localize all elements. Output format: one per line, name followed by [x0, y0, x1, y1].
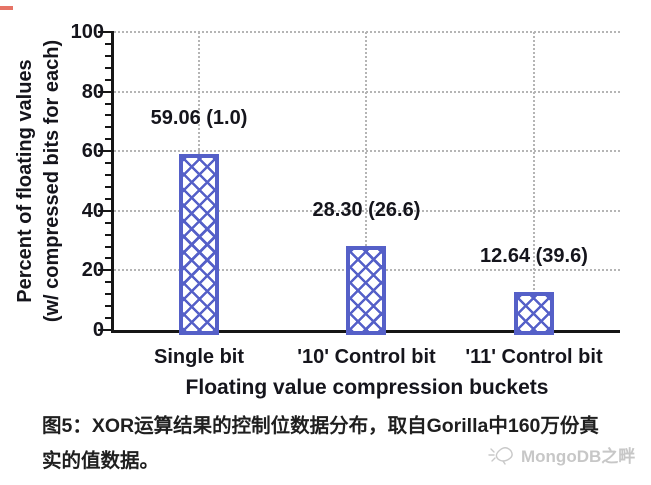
- y-tick-label-100: 100: [70, 21, 104, 43]
- x-tick-label-1: Single bit: [154, 346, 245, 368]
- x-tick-label-2: '10' Control bit: [297, 346, 436, 368]
- y-tick-label-60: 60: [81, 140, 104, 163]
- plot-area: Floating value compression buckets 0 20 40…: [71, 21, 620, 399]
- category-gridline-3: [532, 32, 535, 330]
- bar-value-label-3: 12.64 (39.6): [480, 245, 588, 268]
- y-minor-tick: [105, 221, 114, 224]
- bar-3: [513, 292, 554, 335]
- y-minor-tick: [105, 114, 114, 117]
- y-tick-label-80: 80: [81, 80, 104, 103]
- y-minor-tick: [105, 126, 114, 129]
- y-minor-tick: [105, 185, 114, 188]
- y-tick-label-40: 40: [81, 199, 104, 222]
- y-minor-tick: [105, 257, 114, 260]
- y-minor-tick: [105, 54, 114, 57]
- red-artifact-mark: [0, 6, 13, 10]
- y-minor-tick: [105, 233, 114, 236]
- y-minor-tick: [105, 197, 114, 200]
- watermark: MongoDB之畔: [487, 442, 635, 467]
- bar-value-label-1: 59.06 (1.0): [150, 107, 248, 129]
- y-minor-tick: [105, 174, 114, 177]
- category-gridline-2: [365, 32, 368, 330]
- bar-1: [179, 154, 219, 335]
- y-minor-tick: [105, 281, 114, 284]
- y-major-tick-0: [98, 329, 114, 331]
- y-minor-tick: [105, 42, 114, 45]
- y-major-tick-60: [98, 150, 114, 153]
- y-major-tick-100: [98, 31, 114, 33]
- caption-line1: 图5：XOR运算结果的控制位数据分布，取自Gorilla中160万份真: [42, 415, 599, 437]
- x-tick-label-3: '11' Control bit: [465, 346, 603, 368]
- watermark-text: MongoDB之畔: [521, 447, 636, 466]
- y-minor-tick: [105, 305, 114, 308]
- caption-line2: 实的值数据。: [42, 450, 160, 472]
- y-major-tick-80: [98, 90, 114, 93]
- figure-caption: 图5：XOR运算结果的控制位数据分布，取自Gorilla中160万份真 实的值数…: [42, 409, 643, 479]
- y-axis-title: Percent of floating values (w/ compresse…: [12, 1, 68, 361]
- y-minor-tick: [105, 317, 114, 320]
- y-tick-label-20: 20: [81, 259, 104, 282]
- y-minor-tick: [105, 138, 114, 141]
- bar-2: [346, 245, 387, 335]
- x-axis-title: Floating value compression buckets: [185, 376, 549, 399]
- y-minor-tick: [105, 78, 114, 81]
- y-axis-title-line2: (w/ compressed bits for each): [41, 39, 63, 323]
- watermark-logo-icon: [488, 446, 513, 465]
- y-major-tick-20: [98, 269, 114, 272]
- y-minor-tick: [105, 245, 114, 248]
- y-minor-tick: [105, 102, 114, 105]
- y-minor-tick: [105, 66, 114, 69]
- y-tick-label-0: 0: [92, 319, 104, 341]
- bar-value-label-2: 28.30 (26.6): [312, 198, 421, 221]
- y-axis-title-line1: Percent of floating values: [14, 59, 36, 303]
- y-major-tick-40: [98, 209, 114, 212]
- y-minor-tick: [105, 162, 114, 165]
- y-minor-tick: [105, 293, 114, 296]
